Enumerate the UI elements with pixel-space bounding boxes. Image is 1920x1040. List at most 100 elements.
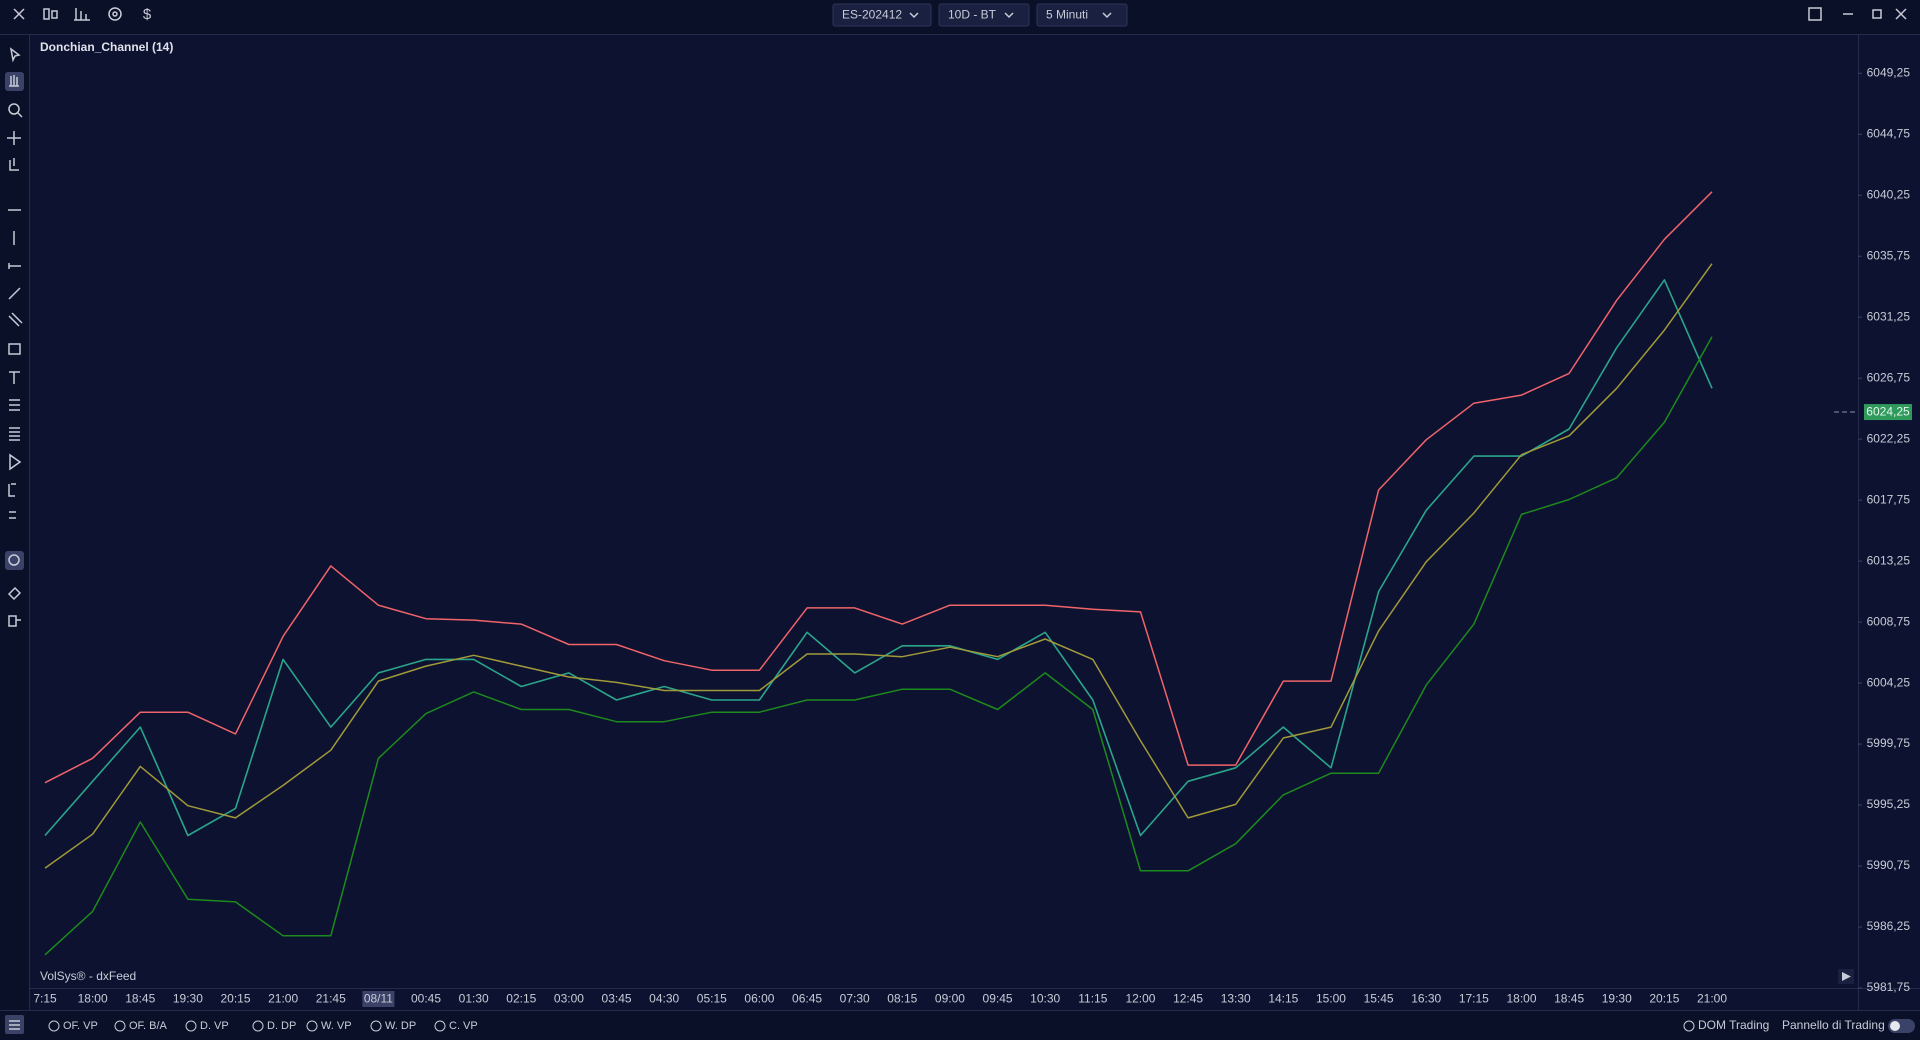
- currency-icon[interactable]: $: [143, 6, 152, 23]
- x-tick-label: 19:30: [1602, 992, 1632, 1006]
- ray-tool[interactable]: [8, 263, 21, 269]
- channel-tool[interactable]: [8, 312, 23, 327]
- x-tick-label: 09:00: [935, 992, 965, 1006]
- panel-icon: [9, 1020, 20, 1030]
- profile-tool[interactable]: [8, 483, 16, 497]
- x-tick-label: 08:15: [887, 992, 917, 1006]
- symbol-dropdown[interactable]: [832, 3, 932, 27]
- x-tick-label: 02:15: [506, 992, 536, 1006]
- radio[interactable]: [306, 1020, 318, 1032]
- option-label: OF. VP: [63, 1020, 98, 1032]
- drawing-tools: [5, 47, 24, 627]
- y-tick-label: 6013,25: [1867, 553, 1911, 567]
- x-tick-label: 00:45: [411, 992, 441, 1006]
- chart: Donchian_Channel (14) VolSys® - dxFeed 5…: [33, 40, 1912, 1007]
- chevron: [1102, 12, 1112, 19]
- text-tool[interactable]: [9, 371, 20, 384]
- measure-tool[interactable]: [9, 158, 19, 171]
- timeframe-dropdown[interactable]: [1036, 3, 1128, 27]
- x-tick-label: 15:45: [1364, 992, 1394, 1006]
- symbol-text: ES-202412: [842, 8, 902, 22]
- x-tick-label: 21:00: [268, 992, 298, 1006]
- y-tick-label: 6040,25: [1867, 187, 1911, 201]
- pattern-tool[interactable]: [9, 453, 22, 471]
- close-icon[interactable]: [13, 8, 25, 20]
- x-tick-label: 18:00: [78, 992, 108, 1006]
- x-tick-label: 21:45: [316, 992, 346, 1006]
- radio[interactable]: [252, 1020, 264, 1032]
- magnet-tool[interactable]: [8, 554, 20, 566]
- series-line: [44, 336, 1713, 956]
- last-price-label: 6024,25: [1866, 405, 1910, 419]
- radio[interactable]: [185, 1020, 197, 1032]
- levels-tool[interactable]: [9, 427, 20, 441]
- eraser-tool[interactable]: [7, 586, 22, 601]
- timeframe-text: 5 Minuti: [1046, 8, 1088, 22]
- x-tick-label: 14:15: [1268, 992, 1298, 1006]
- y-tick-label: 6017,75: [1867, 492, 1911, 506]
- x-tick-label: 18:45: [125, 992, 155, 1006]
- y-tick-label: 6008,75: [1867, 614, 1911, 628]
- last-price-badge: [1864, 404, 1912, 421]
- series-line: [44, 279, 1713, 837]
- y-tick-label: 6035,75: [1867, 248, 1911, 262]
- x-tick-label: 03:00: [554, 992, 584, 1006]
- x-tick-label: 20:15: [220, 992, 250, 1006]
- x-tick-label: 12:00: [1125, 992, 1155, 1006]
- fib-tool[interactable]: [9, 399, 20, 411]
- y-tick-label: 6049,25: [1867, 65, 1911, 79]
- bottom-bar: [0, 1010, 1920, 1040]
- chevron: [1004, 12, 1014, 19]
- radio[interactable]: [1683, 1020, 1695, 1032]
- radio[interactable]: [48, 1020, 60, 1032]
- indicator-title: Donchian_Channel (14): [40, 40, 173, 54]
- option-label: OF. B/A: [129, 1020, 168, 1032]
- x-tick-label: 11:15: [1078, 992, 1107, 1006]
- stats-tool[interactable]: [9, 511, 16, 519]
- layout-icon[interactable]: [1808, 7, 1822, 21]
- indicators-icon[interactable]: [74, 8, 90, 21]
- x-tick-label: 09:45: [983, 992, 1013, 1006]
- y-tick-label: 6026,75: [1867, 370, 1911, 384]
- range-dropdown[interactable]: [938, 3, 1030, 27]
- y-tick-label: 5990,75: [1867, 858, 1911, 872]
- clone-tool[interactable]: [8, 615, 21, 627]
- x-tick-label: 07:30: [840, 992, 870, 1006]
- x-tick-label: 06:00: [744, 992, 774, 1006]
- magnet-bg: [5, 551, 24, 570]
- bottom-controls: DOM Trading Pannello di Trading OF. VP OF…: [5, 1015, 1915, 1034]
- x-tick-label: 05:15: [697, 992, 727, 1006]
- x-tick-label: 08/11: [364, 992, 393, 1006]
- crosshair-tool[interactable]: [7, 131, 21, 145]
- x-tick-label: 20:15: [1649, 992, 1679, 1006]
- restore-icon[interactable]: [1872, 9, 1882, 19]
- series-line: [44, 263, 1713, 869]
- zoom-tool[interactable]: [8, 103, 20, 115]
- rectangle-tool[interactable]: [8, 343, 21, 355]
- radio[interactable]: [434, 1020, 446, 1032]
- dom-trading-label: DOM Trading: [1698, 1018, 1769, 1032]
- y-tick-label: 5999,75: [1867, 736, 1911, 750]
- left-toolbar: [0, 35, 29, 1015]
- x-tick-label: 03:45: [602, 992, 632, 1006]
- x-tick-label: 19:30: [173, 992, 203, 1006]
- trading-panel-label: Pannello di Trading: [1782, 1018, 1885, 1032]
- dropdowns: ES-202412 10D - BT 5 Minuti: [832, 3, 1128, 27]
- zoom-handle: [17, 112, 23, 118]
- pan-tool[interactable]: [9, 75, 19, 87]
- x-tick-label: 18:00: [1506, 992, 1536, 1006]
- y-tick-label: 6022,25: [1867, 431, 1911, 445]
- trendline-tool[interactable]: [8, 287, 21, 300]
- option-label: W. DP: [385, 1020, 416, 1032]
- candles-icon[interactable]: [43, 8, 50, 20]
- window-close-icon[interactable]: [1895, 8, 1907, 20]
- scroll-arrow: [1842, 972, 1851, 981]
- settings-icon[interactable]: [108, 7, 122, 21]
- x-tick-label: 7:15: [33, 992, 57, 1006]
- radio[interactable]: [370, 1020, 382, 1032]
- radio[interactable]: [114, 1020, 126, 1032]
- y-tick-label: 5981,75: [1867, 980, 1911, 994]
- cursor-tool[interactable]: [9, 47, 21, 63]
- x-tick-label: 10:30: [1030, 992, 1060, 1006]
- y-tick-label: 5995,25: [1867, 797, 1911, 811]
